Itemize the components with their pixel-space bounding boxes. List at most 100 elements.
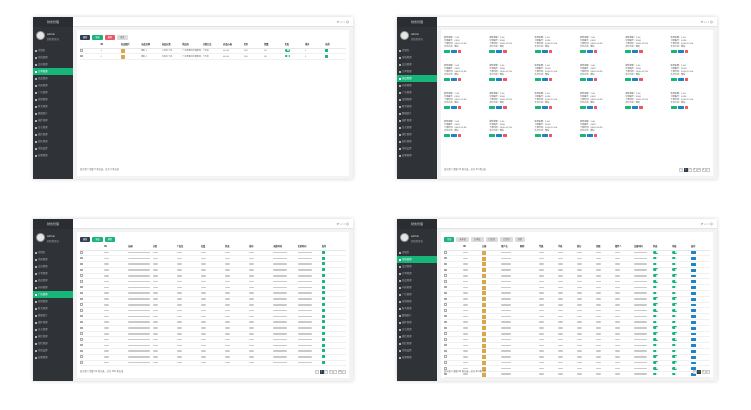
edit-button[interactable] — [691, 355, 696, 359]
sidebar-item[interactable]: 内容管理 — [33, 284, 73, 291]
edit-button[interactable] — [451, 78, 457, 82]
audit-toggle[interactable] — [672, 274, 677, 277]
row-checkbox[interactable] — [80, 251, 83, 254]
edit-button[interactable] — [677, 50, 684, 54]
table-row[interactable] — [444, 302, 710, 309]
sidebar-item[interactable]: 系统管理 — [33, 256, 73, 263]
sidebar-item[interactable]: 系统设置 — [397, 347, 437, 354]
sidebar-item[interactable]: 订单管理 — [397, 270, 437, 277]
avatar[interactable] — [400, 31, 409, 40]
table-row[interactable] — [80, 261, 346, 268]
sidebar-item[interactable]: 系统设置 — [33, 347, 73, 354]
sidebar-item[interactable]: 微信管理 — [397, 131, 437, 138]
edit-icon[interactable] — [321, 337, 325, 341]
table-row[interactable] — [80, 284, 346, 292]
sidebar-item[interactable]: 会员管理 — [397, 61, 437, 68]
edit-button[interactable] — [541, 78, 548, 82]
sidebar-item[interactable]: 短信管理 — [33, 138, 73, 145]
table-row[interactable] — [80, 348, 346, 355]
edit-button[interactable] — [586, 50, 593, 54]
row-checkbox[interactable] — [80, 332, 83, 335]
edit-button[interactable] — [541, 134, 548, 138]
edit-button[interactable] — [632, 106, 639, 110]
table-row[interactable] — [80, 325, 346, 332]
table-row[interactable] — [444, 307, 710, 315]
add-button[interactable]: 添加 — [92, 236, 103, 242]
table-row[interactable] — [444, 273, 710, 280]
row-checkbox[interactable] — [80, 343, 83, 347]
status-toggle[interactable] — [653, 343, 658, 347]
edit-icon[interactable] — [321, 291, 325, 295]
row-checkbox[interactable] — [444, 309, 447, 312]
sidebar-item[interactable]: 插件管理 — [33, 117, 73, 124]
sidebar-item[interactable]: 广告管理 — [33, 291, 73, 298]
sidebar-item[interactable]: 广告管理 — [33, 89, 73, 96]
sidebar-item[interactable]: 日志管理 — [33, 326, 73, 333]
row-checkbox[interactable] — [444, 291, 447, 295]
page-button[interactable]: 3 — [328, 370, 333, 374]
toolbar-icons[interactable]: ⟳ ⌕ ⛶ ☺ — [700, 222, 713, 226]
detail-button[interactable] — [579, 78, 586, 82]
page-button[interactable]: 1 — [697, 370, 701, 374]
edit-button[interactable] — [691, 309, 696, 313]
edit-button[interactable] — [691, 280, 696, 284]
row-checkbox[interactable] — [444, 355, 447, 358]
audit-toggle[interactable] — [672, 268, 677, 272]
detail-button[interactable] — [579, 50, 586, 54]
audit-toggle[interactable] — [672, 256, 677, 260]
pagination[interactable]: <1 2 3... 10 > — [315, 369, 346, 375]
edit-button[interactable] — [586, 106, 593, 110]
row-checkbox[interactable] — [444, 372, 447, 376]
row-checkbox[interactable] — [80, 291, 83, 295]
edit-button[interactable] — [496, 134, 503, 138]
edit-button[interactable] — [586, 134, 593, 138]
row-checkbox[interactable] — [444, 338, 447, 341]
table-row[interactable] — [80, 336, 346, 344]
row-checkbox[interactable] — [80, 309, 83, 312]
sidebar-item[interactable]: 广告管理 — [397, 291, 437, 298]
status-tab[interactable]: 已审核 — [470, 236, 484, 242]
detail-button[interactable] — [489, 78, 496, 82]
status-toggle[interactable] — [653, 332, 658, 335]
sidebar-item[interactable]: 商品管理 — [33, 277, 73, 284]
table-row[interactable] — [80, 278, 346, 286]
edit-button[interactable] — [691, 274, 696, 278]
audit-toggle[interactable] — [672, 303, 677, 306]
table-row[interactable] — [80, 354, 346, 361]
row-checkbox[interactable] — [80, 268, 83, 272]
status-toggle[interactable] — [653, 367, 658, 370]
status-toggle[interactable] — [653, 251, 658, 254]
table-row[interactable]: 1 图片1 三百五十克 广东省惠州市博罗县 广州市 50.00 100 20 1 — [80, 48, 346, 55]
edit-icon[interactable] — [321, 343, 325, 347]
edit-button[interactable] — [632, 78, 639, 82]
audit-toggle[interactable] — [672, 309, 677, 312]
sidebar-item[interactable]: 营销管理 — [33, 298, 73, 305]
pagination[interactable]: <1 2 > — [692, 369, 710, 375]
status-toggle[interactable] — [653, 338, 658, 341]
table-row[interactable] — [444, 255, 710, 263]
sidebar-item[interactable]: 系统设置 — [33, 145, 73, 152]
sidebar-item[interactable]: 内容管理 — [397, 82, 437, 89]
table-row[interactable] — [80, 313, 346, 321]
delete-button[interactable] — [503, 78, 507, 82]
sidebar-item[interactable]: 数据统计 — [33, 110, 73, 117]
delete-button[interactable]: 删除 — [104, 236, 116, 242]
edit-icon[interactable] — [321, 320, 325, 324]
delete-button[interactable] — [593, 134, 598, 138]
table-row[interactable] — [80, 307, 346, 315]
table-row[interactable] — [444, 250, 710, 257]
sidebar-item[interactable]: 系统管理 — [397, 54, 437, 61]
row-checkbox[interactable] — [80, 349, 83, 353]
table-row[interactable] — [80, 290, 346, 297]
edit-icon[interactable] — [321, 262, 325, 266]
sidebar-item[interactable]: 营销管理 — [33, 96, 73, 103]
sidebar-item[interactable]: 插件管理 — [33, 319, 73, 326]
edit-button[interactable] — [691, 373, 696, 376]
table-row[interactable] — [444, 336, 710, 344]
table-row[interactable] — [80, 302, 346, 309]
detail-button[interactable] — [444, 78, 450, 82]
status-toggle[interactable] — [653, 320, 658, 324]
status-tab[interactable]: 已驳回 — [485, 236, 499, 242]
table-row[interactable] — [444, 342, 710, 350]
status-toggle[interactable] — [653, 262, 658, 266]
